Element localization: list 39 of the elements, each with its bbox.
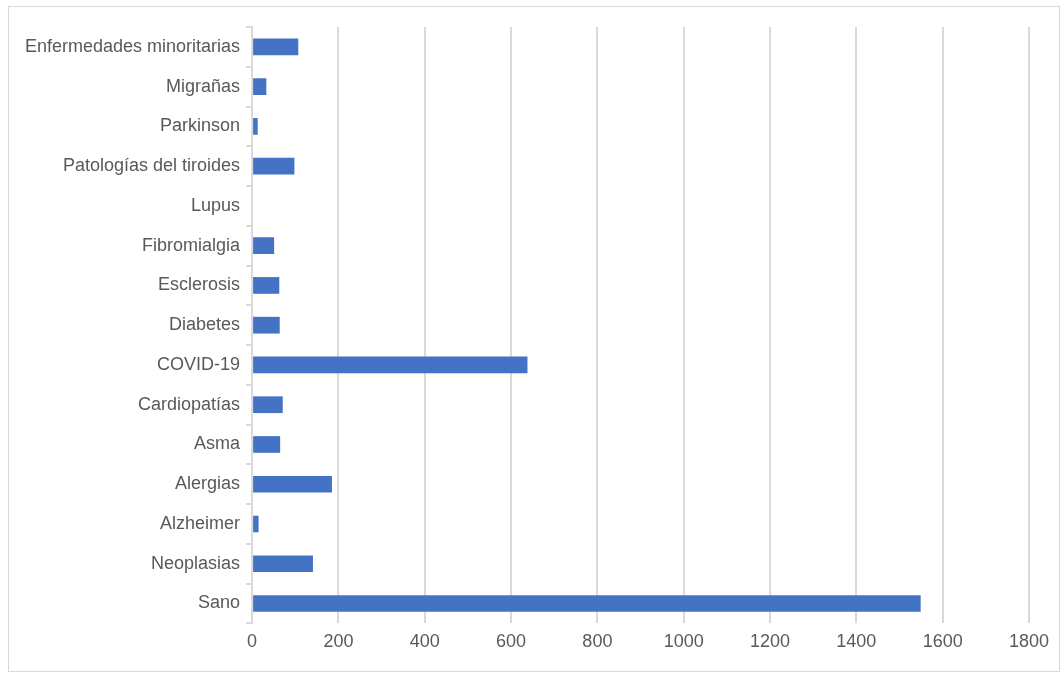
y-tick-label: Lupus [191, 194, 241, 215]
y-tick-label: Diabetes [169, 314, 241, 335]
y-tick-label: Neoplasias [151, 552, 241, 573]
bar [253, 555, 313, 573]
y-tick-label: Alergias [175, 473, 241, 494]
y-tick-label: Asma [194, 433, 242, 454]
y-tick-label: COVID-19 [157, 353, 241, 374]
bar [253, 595, 921, 612]
y-tick-label: Esclerosis [158, 274, 241, 295]
y-tick-label: Alzheimer [160, 512, 241, 533]
x-tick-label: 1600 [922, 631, 963, 652]
bar [253, 316, 280, 334]
x-tick-label: 1800 [1008, 631, 1050, 652]
y-tick-label: Parkinson [160, 115, 241, 136]
y-tick-label: Cardiopatías [138, 393, 241, 414]
bar [253, 396, 283, 414]
bar [253, 356, 528, 374]
bar [253, 515, 259, 533]
x-tick-label: 600 [496, 631, 527, 652]
bar [253, 436, 281, 453]
bar [253, 157, 295, 175]
bar [253, 78, 267, 95]
y-tick-label: Fibromialgia [142, 234, 242, 255]
x-tick-label: 0 [247, 631, 258, 652]
x-tick-label: 1400 [836, 631, 877, 652]
x-tick-label: 1200 [750, 631, 791, 652]
y-tick-label: Enfermedades minoritarias [24, 35, 241, 56]
x-tick-label: 200 [323, 631, 354, 652]
x-tick-label: 1000 [663, 631, 704, 652]
bar [253, 277, 280, 294]
y-tick-label: Patologías del tiroides [62, 155, 241, 176]
bar [253, 118, 258, 135]
y-tick-label: Sano [198, 592, 241, 613]
y-tick-label: Migrañas [166, 75, 241, 96]
bar [253, 475, 332, 493]
bar [253, 38, 299, 56]
x-tick-label: 800 [582, 631, 613, 652]
x-tick-label: 400 [409, 631, 440, 652]
bar [253, 237, 275, 255]
